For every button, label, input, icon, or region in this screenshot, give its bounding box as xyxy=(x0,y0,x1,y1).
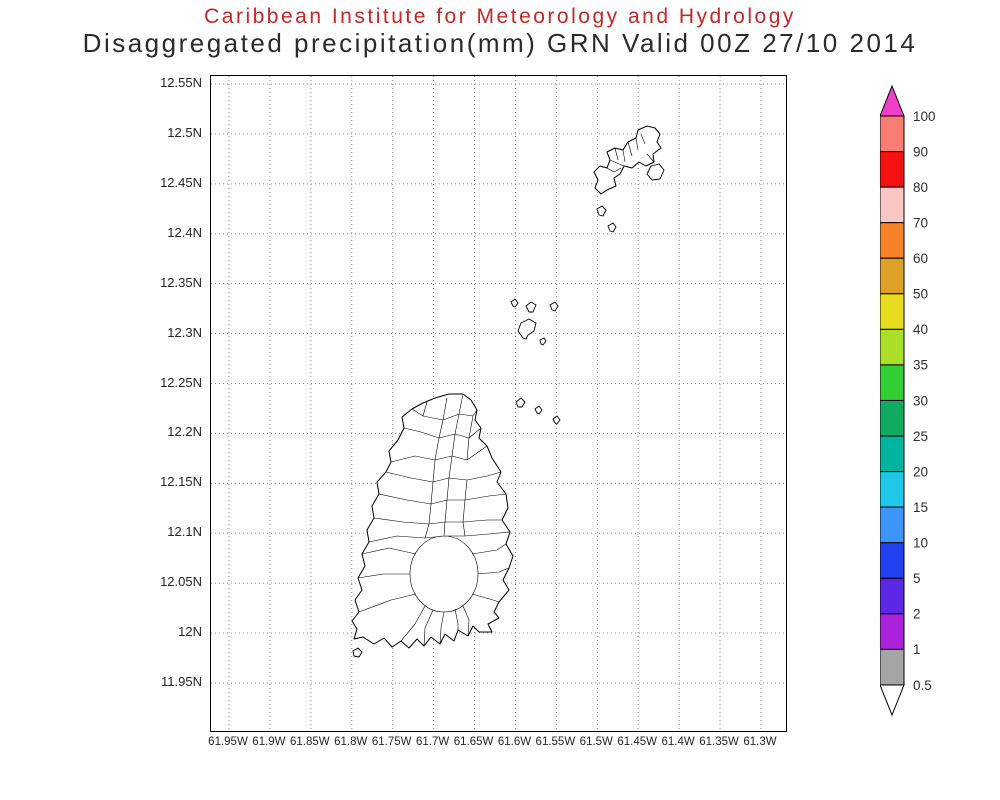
colorbar-tick-label: 100 xyxy=(913,109,936,124)
colorbar-segment xyxy=(880,435,905,473)
x-axis-tick-label: 61.8W xyxy=(334,736,368,748)
colorbar-segment xyxy=(880,613,905,650)
colorbar-segment xyxy=(880,506,905,544)
y-axis-tick-label: 12.5N xyxy=(167,124,202,140)
x-axis-tick-label: 61.4W xyxy=(661,736,695,748)
colorbar-bottom-arrow xyxy=(880,684,905,717)
colorbar-segment xyxy=(880,364,905,401)
y-axis-tick-label: 12.55N xyxy=(160,75,202,90)
colorbar-tick-label: 80 xyxy=(913,180,928,195)
y-axis-tick-label: 12.15N xyxy=(160,474,202,490)
colorbar-tick-label: 40 xyxy=(913,322,928,337)
colorbar-segment xyxy=(880,222,905,259)
y-axis-tick-label: 12.05N xyxy=(160,574,202,590)
x-axis-tick-label: 61.9W xyxy=(252,736,286,748)
colorbar-tick-label: 35 xyxy=(913,358,928,373)
grenada-watershed-boundaries xyxy=(357,393,511,647)
colorbar-tick-label: 90 xyxy=(913,144,928,159)
map-features xyxy=(351,125,665,658)
x-axis-tick-label: 61.85W xyxy=(290,736,330,748)
colorbar-segment xyxy=(880,115,905,153)
x-axis-tick-label: 61.95W xyxy=(208,736,248,748)
colorbar-tick-label: 25 xyxy=(913,429,928,444)
x-axis-tick-label: 61.35W xyxy=(699,736,739,748)
colorbar-segment xyxy=(880,151,905,188)
y-axis-tick-label: 12.2N xyxy=(167,424,202,440)
x-axis-tick-label: 61.7W xyxy=(415,736,450,748)
carriacou-coastline xyxy=(593,125,662,195)
colorbar-tick-label: 50 xyxy=(913,287,928,302)
colorbar-tick-label: 60 xyxy=(913,251,928,266)
map-plot-area xyxy=(210,75,787,732)
y-axis-tick-label: 11.95N xyxy=(161,674,202,689)
colorbar-tick-label: 70 xyxy=(913,215,928,230)
colorbar-segment xyxy=(880,542,905,579)
colorbar-segment xyxy=(880,577,905,615)
x-axis-tick-label: 61.45W xyxy=(617,736,658,748)
x-axis-tick-label: 61.55W xyxy=(535,736,576,748)
x-axis-tick-label: 61.75W xyxy=(371,736,412,748)
colorbar-tick-label: 5 xyxy=(913,571,921,586)
petite-martinique xyxy=(646,163,665,181)
colorbar-segment xyxy=(880,471,905,508)
colorbar-segment xyxy=(880,293,905,330)
colorbar-tick-label: 0.5 xyxy=(913,678,932,693)
colorbar-tick-label: 20 xyxy=(913,464,928,479)
colorbar: 100 90 80 70 60 50 40 35 30 25 20 15 10 5 2 1 0.5 xyxy=(880,84,936,717)
colorbar-segment xyxy=(880,648,905,686)
y-axis-tick-label: 12.45N xyxy=(160,174,202,190)
colorbar-segment xyxy=(880,186,905,224)
y-axis-tick-label: 12.4N xyxy=(167,224,202,240)
y-axis-tick-label: 12.3N xyxy=(167,324,202,340)
carriacou-internal-boundaries xyxy=(606,133,655,173)
x-axis-tick-label: 61.6W xyxy=(497,736,532,748)
colorbar-tick-label: 2 xyxy=(913,607,921,622)
colorbar-tick-label: 10 xyxy=(913,536,928,551)
page-title: Caribbean Institute for Meteorology and … xyxy=(204,5,796,28)
y-axis-tick-label: 12.35N xyxy=(160,274,202,290)
x-axis-tick-label: 61.3W xyxy=(743,736,777,748)
colorbar-tick-label: 30 xyxy=(913,393,928,408)
colorbar-top-arrow xyxy=(880,84,905,117)
x-axis-tick-label: 61.65W xyxy=(453,736,494,748)
map-canvas xyxy=(211,76,786,731)
colorbar-segment xyxy=(880,257,905,295)
grid-layer xyxy=(211,76,786,731)
y-axis-tick-label: 12.1N xyxy=(167,524,202,540)
page-subtitle: Disaggregated precipitation(mm) GRN Vali… xyxy=(82,28,918,58)
small-islets xyxy=(352,205,617,658)
y-axis-tick-label: 12.25N xyxy=(160,374,202,390)
y-axis-tick-label: 12N xyxy=(178,624,202,640)
x-axis-tick-label: 61.5W xyxy=(579,736,613,748)
colorbar-segment xyxy=(880,399,905,437)
colorbar-tick-label: 1 xyxy=(913,642,921,657)
colorbar-segment xyxy=(880,328,905,366)
colorbar-tick-label: 15 xyxy=(913,500,928,515)
grenada-coastline xyxy=(351,393,514,649)
